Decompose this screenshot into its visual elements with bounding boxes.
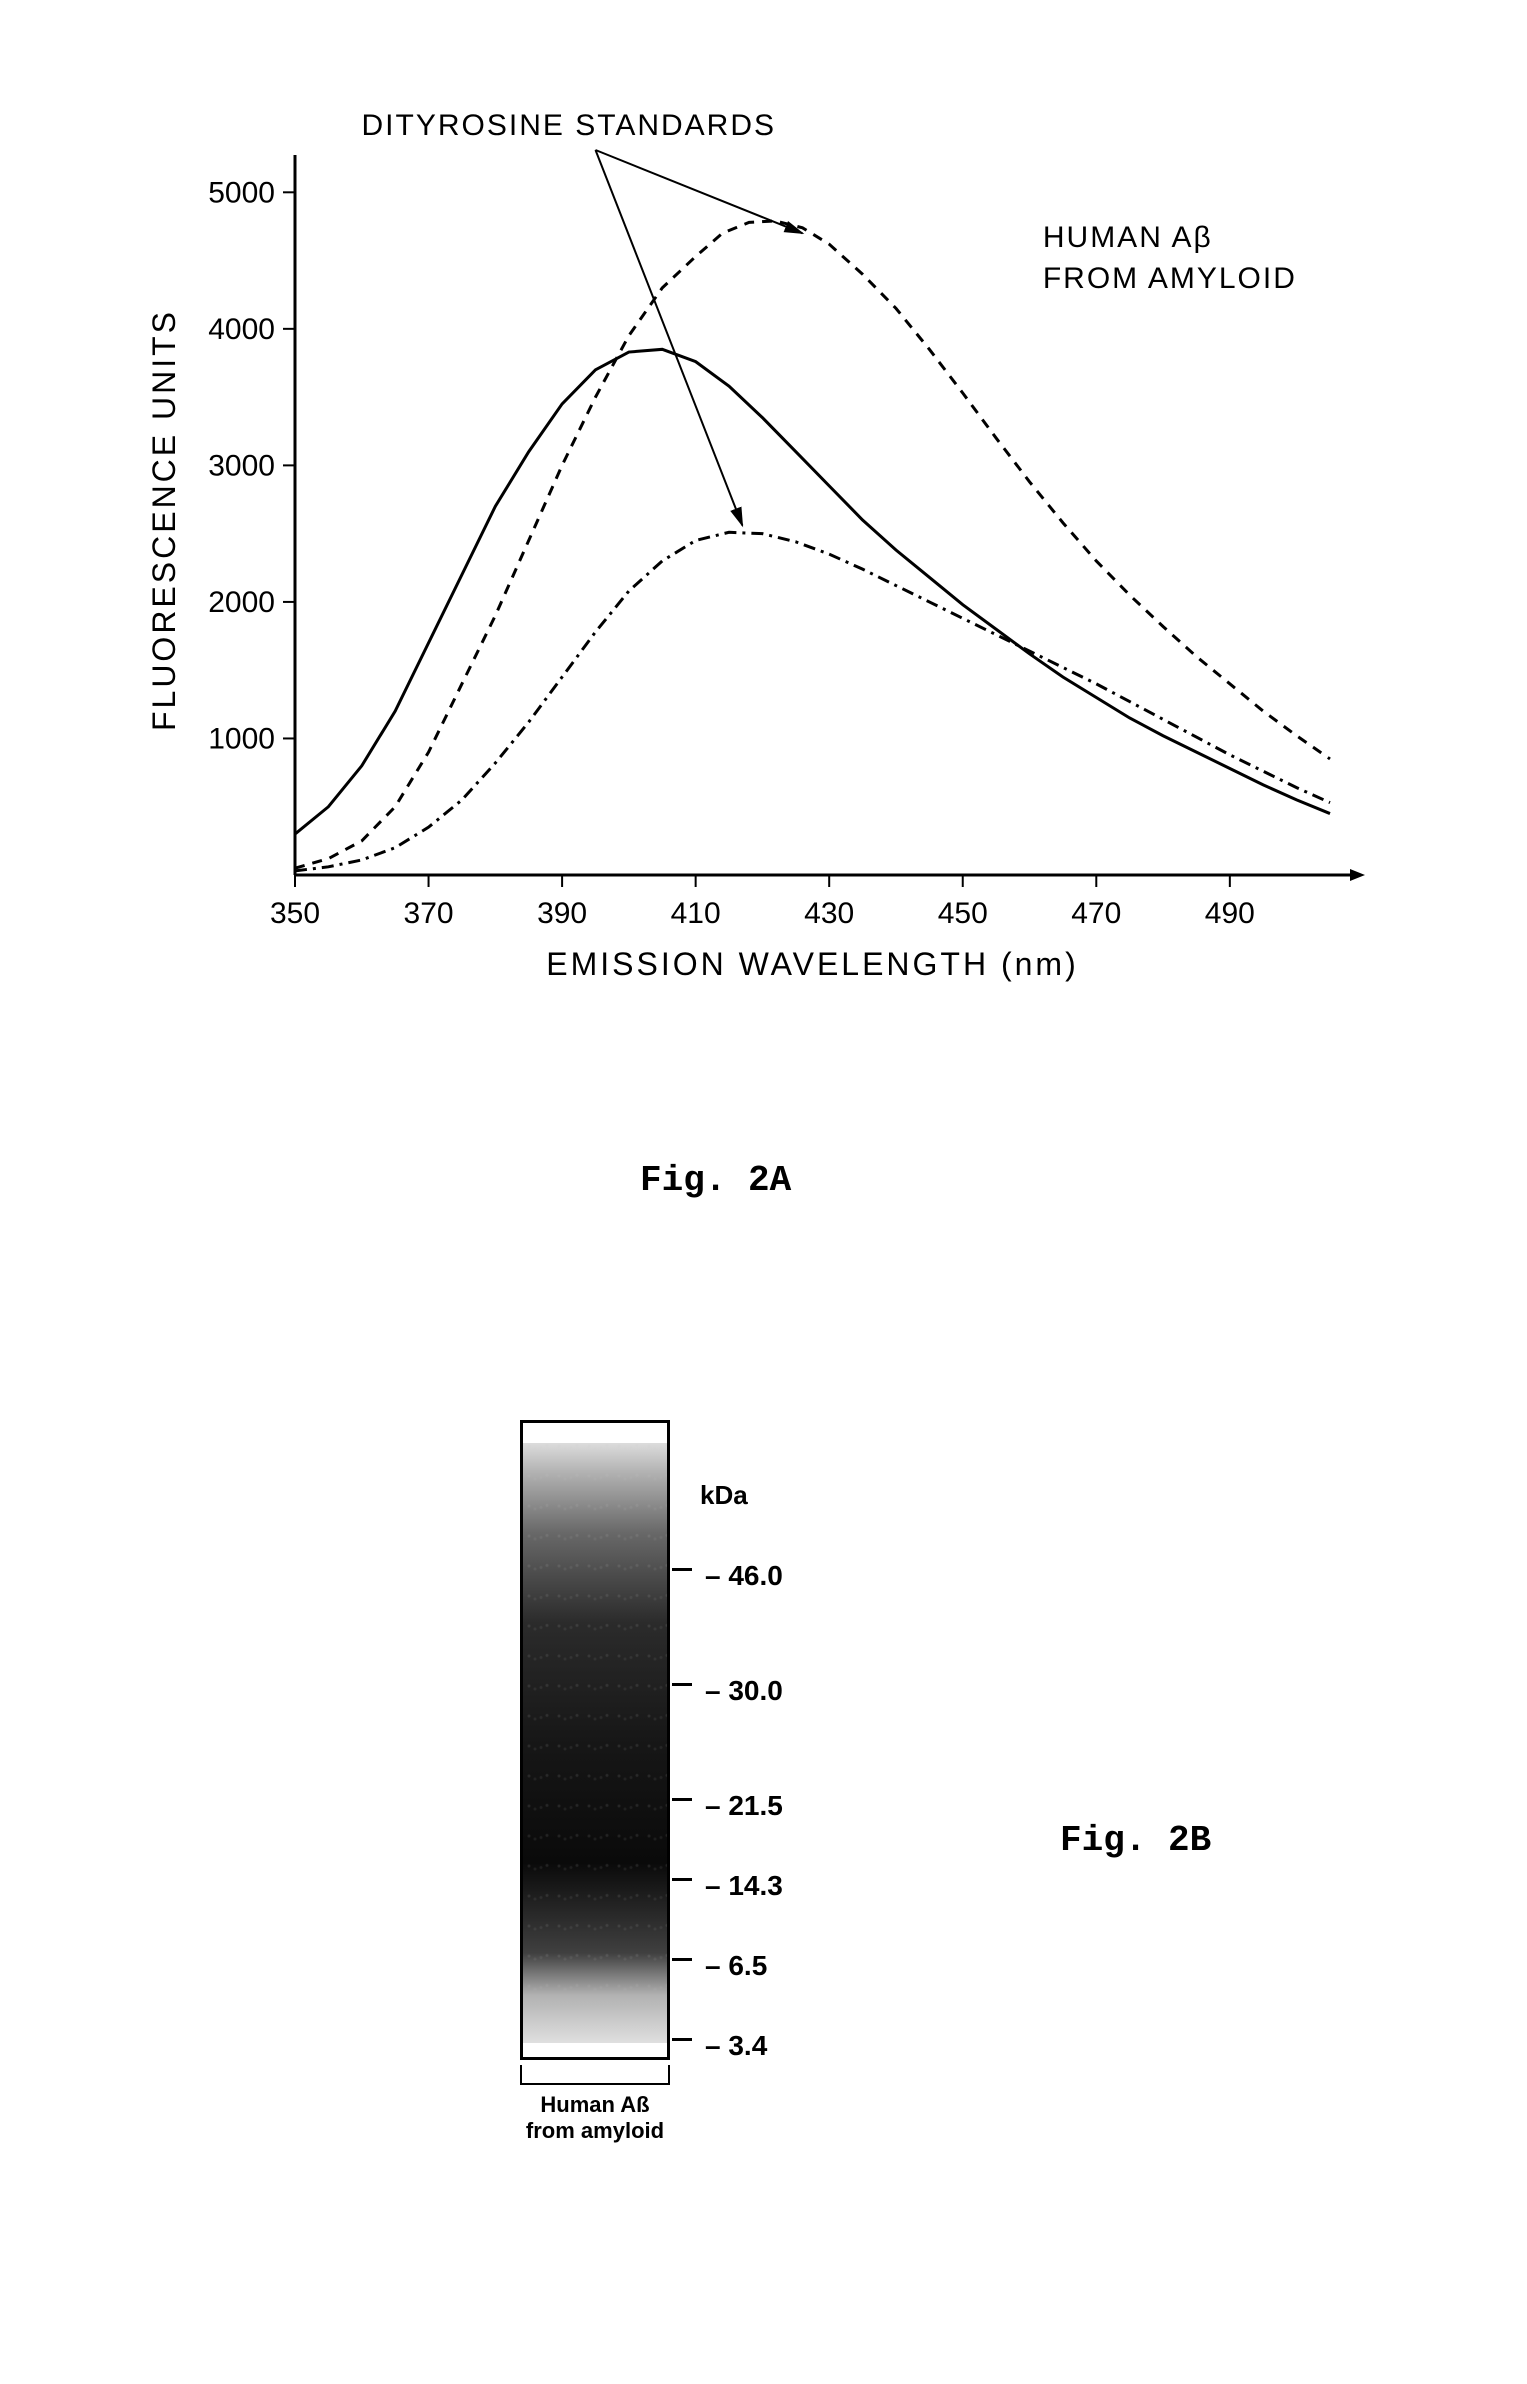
marker-tick xyxy=(672,1798,692,1801)
svg-text:FROM AMYLOID: FROM AMYLOID xyxy=(1043,262,1297,295)
svg-text:370: 370 xyxy=(404,897,454,930)
marker-tick xyxy=(672,1568,692,1571)
svg-text:1000: 1000 xyxy=(208,722,275,755)
svg-text:EMISSION WAVELENGTH (nm): EMISSION WAVELENGTH (nm) xyxy=(546,946,1078,982)
svg-text:HUMAN Aβ: HUMAN Aβ xyxy=(1043,221,1213,254)
figure-2b-container: kDa – 46.0 – 30.0 – 21.5 – 14.3 – 6.5 – 3.4 H… xyxy=(490,1420,1050,2200)
gel-lane xyxy=(520,1420,670,2060)
marker-label: – 14.3 xyxy=(705,1870,783,1902)
marker-tick xyxy=(672,1878,692,1881)
svg-text:FLUORESCENCE UNITS: FLUORESCENCE UNITS xyxy=(146,309,182,731)
kda-unit-label: kDa xyxy=(700,1480,748,1511)
svg-text:2000: 2000 xyxy=(208,586,275,619)
gel-noise-texture xyxy=(523,1443,667,2043)
svg-text:4000: 4000 xyxy=(208,313,275,346)
marker-label: – 21.5 xyxy=(705,1790,783,1822)
svg-text:490: 490 xyxy=(1205,897,1255,930)
figure-2a-caption: Fig. 2A xyxy=(640,1160,791,1201)
marker-label: – 6.5 xyxy=(705,1950,767,1982)
svg-text:DITYROSINE STANDARDS: DITYROSINE STANDARDS xyxy=(362,109,777,142)
marker-label: – 3.4 xyxy=(705,2030,767,2062)
marker-label: – 30.0 xyxy=(705,1675,783,1707)
svg-text:470: 470 xyxy=(1071,897,1121,930)
lane-caption: Human Aß from amyloid xyxy=(520,2092,670,2145)
marker-tick xyxy=(672,2038,692,2041)
svg-text:350: 350 xyxy=(270,897,320,930)
lane-caption-line2: from amyloid xyxy=(526,2118,664,2143)
lane-caption-line1: Human Aß xyxy=(540,2092,649,2117)
marker-label: – 46.0 xyxy=(705,1560,783,1592)
fluorescence-chart: 350 370 390 410 430 450 470 490 1000 2000 3000 4000… xyxy=(120,80,1400,1080)
svg-text:430: 430 xyxy=(804,897,854,930)
svg-text:410: 410 xyxy=(671,897,721,930)
svg-text:450: 450 xyxy=(938,897,988,930)
marker-tick xyxy=(672,1958,692,1961)
lane-bracket xyxy=(520,2065,670,2085)
svg-text:390: 390 xyxy=(537,897,587,930)
figure-2a-container: 350 370 390 410 430 450 470 490 1000 2000 3000 4000… xyxy=(120,80,1400,1080)
svg-text:3000: 3000 xyxy=(208,449,275,482)
figure-2b-caption: Fig. 2B xyxy=(1060,1820,1211,1861)
marker-tick xyxy=(672,1683,692,1686)
svg-text:5000: 5000 xyxy=(208,176,275,209)
